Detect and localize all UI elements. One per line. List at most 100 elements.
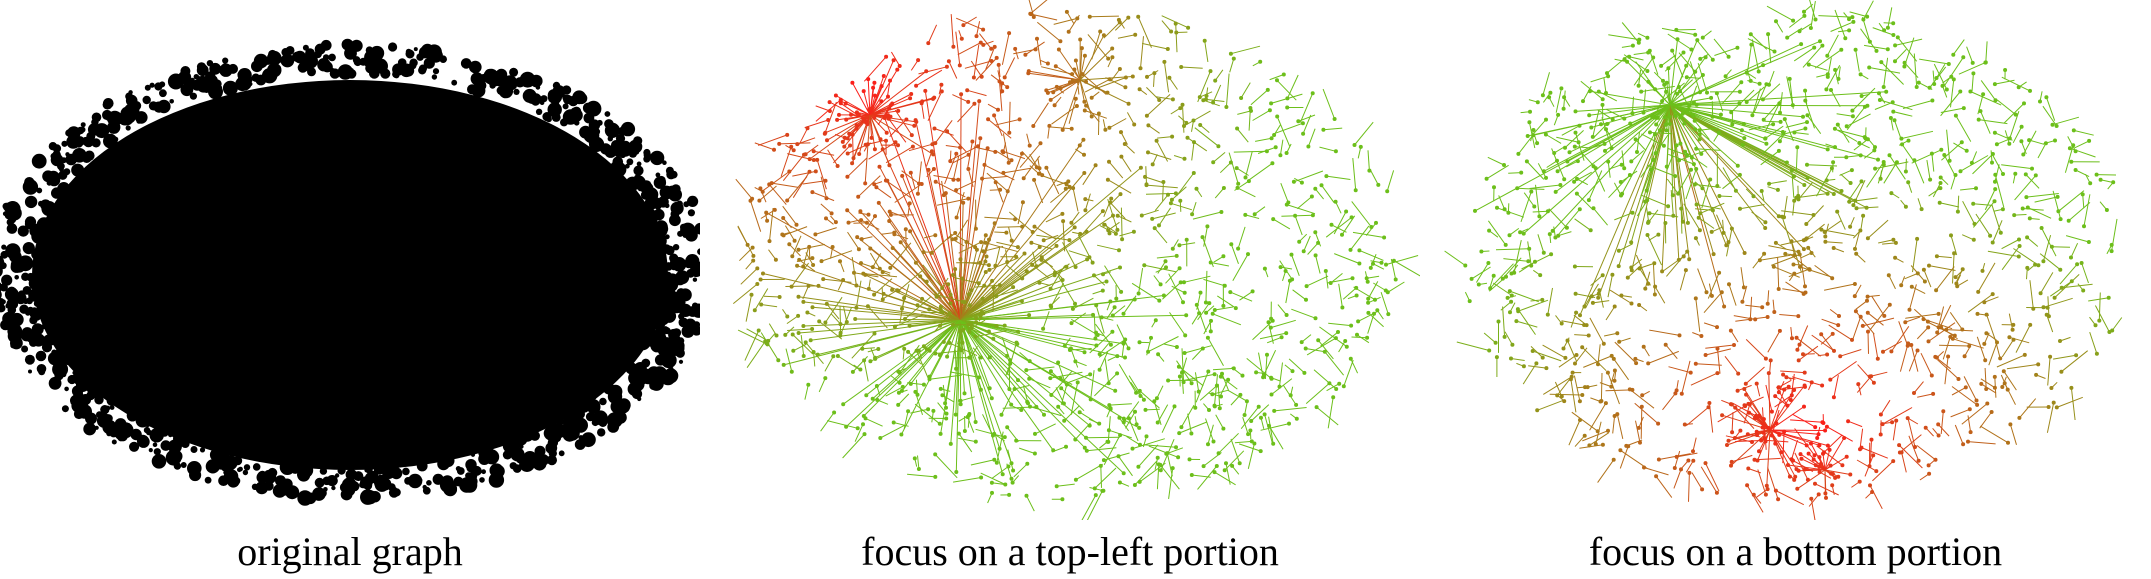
graph-node: [1765, 301, 1770, 306]
graph-node: [1625, 275, 1630, 280]
graph-edge: [1792, 200, 1795, 216]
graph-node: [953, 231, 958, 235]
graph-edge: [1913, 160, 1925, 184]
graph-edge: [1830, 89, 1841, 108]
graph-node: [1604, 91, 1608, 95]
graph-node: [983, 240, 988, 245]
graph-edge: [1582, 430, 1609, 442]
graph-edge: [1691, 472, 1703, 490]
graph-node: [1684, 63, 1689, 68]
graph-node: [896, 108, 901, 113]
graph-node: [807, 244, 812, 249]
graph-node: [1711, 252, 1716, 257]
graph-edge: [959, 167, 1142, 321]
graph-node: [2109, 242, 2114, 247]
graph-edge: [2098, 292, 2101, 321]
graph-node: [960, 340, 965, 345]
graph-fringe-node: [422, 486, 431, 495]
graph-edge: [1098, 339, 1126, 358]
graph-node: [1216, 451, 1221, 456]
graph-edge: [1528, 365, 1547, 369]
graph-edge: [2012, 126, 2023, 144]
graph-edge: [1916, 445, 1936, 461]
graph-node: [1906, 138, 1911, 143]
graph-edge: [1110, 193, 1121, 204]
graph-node: [1217, 406, 1222, 411]
graph-node: [979, 240, 984, 245]
graph-node: [1565, 159, 1570, 164]
graph-edge: [1689, 61, 1701, 93]
graph-node: [1562, 177, 1567, 182]
graph-node: [811, 263, 816, 267]
graph-node: [1868, 483, 1872, 488]
graph-edge: [1537, 399, 1564, 411]
graph-edge: [1072, 187, 1079, 212]
graph-node: [833, 93, 838, 98]
graph-edge: [1816, 167, 1833, 197]
graph-node: [1816, 492, 1821, 497]
graph-node: [1212, 470, 1217, 475]
graph-edge: [1444, 250, 1466, 266]
graph-edge: [1932, 70, 1935, 85]
graph-node: [751, 253, 756, 258]
graph-fringe-node: [657, 308, 667, 318]
graph-edge: [863, 319, 961, 417]
graph-node: [1034, 404, 1039, 409]
graph-edge: [1315, 255, 1321, 274]
graph-node: [887, 219, 892, 223]
graph-fringe-node: [284, 482, 290, 488]
graph-node: [811, 149, 816, 154]
graph-node: [1287, 421, 1291, 426]
graph-node: [1714, 91, 1719, 96]
graph-node: [908, 96, 913, 101]
graph-edge: [894, 183, 922, 203]
graph-fringe-node: [86, 131, 96, 141]
graph-node: [1289, 252, 1294, 257]
graph-node: [1507, 233, 1512, 238]
graph-edge: [1669, 104, 1715, 255]
graph-node: [1564, 225, 1569, 230]
graph-fringe-node: [586, 400, 601, 415]
graph-fringe-node: [8, 215, 17, 224]
graph-node: [1831, 192, 1836, 196]
graph-fringe-node: [369, 68, 380, 79]
graph-node: [2058, 267, 2063, 272]
graph-edge: [1352, 231, 1385, 238]
graph-node: [1191, 171, 1196, 175]
graph-node: [1689, 47, 1694, 52]
graph-edge: [994, 118, 1020, 126]
graph-edge: [1695, 39, 1714, 61]
graph-edge: [1071, 312, 1087, 324]
graph-node: [1144, 113, 1149, 118]
graph-edge: [1777, 257, 1780, 290]
graph-node: [1651, 157, 1656, 162]
graph-node: [1117, 248, 1121, 253]
graph-fringe-node: [237, 467, 242, 473]
graph-node: [1938, 175, 1943, 180]
graph-fringe-node: [346, 69, 357, 79]
graph-fringe-node: [179, 436, 190, 447]
graph-node: [1113, 388, 1118, 393]
graph-node: [1969, 160, 1974, 165]
graph-edge: [1966, 46, 1974, 64]
graph-edge: [779, 142, 811, 145]
graph-edge: [1940, 411, 1944, 435]
graph-node: [1294, 402, 1299, 407]
graph-fringe-node: [402, 65, 415, 77]
graph-edge: [1036, 38, 1042, 66]
graph-node: [1246, 179, 1251, 184]
graph-fringe-node: [687, 209, 696, 217]
graph-edge: [1699, 127, 1719, 131]
graph-node: [1178, 280, 1183, 285]
graph-node: [1114, 296, 1119, 301]
graph-edge: [763, 295, 780, 298]
graph-edge: [948, 61, 958, 79]
graph-node: [1891, 237, 1896, 242]
graph-node: [1737, 89, 1742, 94]
graph-edge: [897, 393, 910, 406]
graph-edge: [2065, 235, 2090, 243]
graph-edge: [750, 200, 762, 232]
graph-edge: [997, 226, 1023, 228]
graph-edge: [1980, 425, 2009, 444]
graph-edge: [1883, 161, 1898, 184]
